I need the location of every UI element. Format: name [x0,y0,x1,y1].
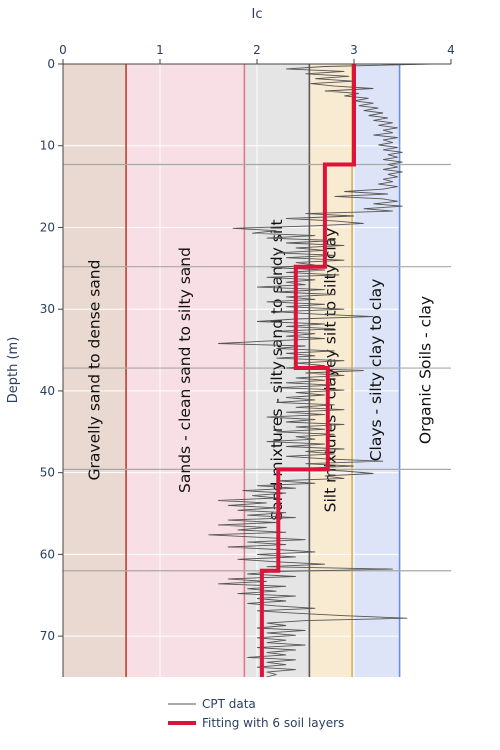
zone-label: Clays - silty clay to clay [367,279,385,462]
y-tick-label: 30 [40,302,55,316]
y-tick-label: 10 [40,139,55,153]
x-tick-label: 2 [253,43,261,57]
x-axis-title: Ic [252,7,263,22]
legend: CPT data Fitting with 6 soil layers [168,697,344,730]
legend-label-cpt: CPT data [202,697,256,711]
zone-label: Organic Soils - clay [416,296,434,444]
fit-series-line [259,64,356,677]
y-tick-label: 50 [40,466,55,480]
zone-band [63,64,127,677]
zone-band [399,64,451,677]
x-tick-label: 1 [156,43,164,57]
y-tick-label: 20 [40,220,55,234]
zone-label: Sand mixtures - silty sand to sandy silt [268,219,286,520]
zone-band [126,64,245,677]
series-layer [208,63,432,678]
y-tick-label: 60 [40,547,55,561]
x-tick-label: 0 [59,43,67,57]
y-axis-title: Depth (m) [6,337,21,404]
y-tick-label: 40 [40,384,55,398]
zone-label: Sands - clean sand to silty sand [176,247,194,493]
legend-label-fit: Fitting with 6 soil layers [202,716,344,730]
boundary-layer [63,163,451,572]
x-tick-label: 3 [350,43,358,57]
y-ticks: 0 10 20 30 40 50 60 70 [40,57,63,643]
zone-labels-layer: Gravelly sand to dense sand Sands - clean… [86,219,435,520]
x-ticks: 0 1 2 3 4 [59,43,455,64]
x-tick-label: 4 [447,43,455,57]
y-tick-label: 70 [40,629,55,643]
y-tick-label: 0 [47,57,55,71]
zone-label: Gravelly sand to dense sand [86,260,104,481]
zones-layer [63,64,451,677]
